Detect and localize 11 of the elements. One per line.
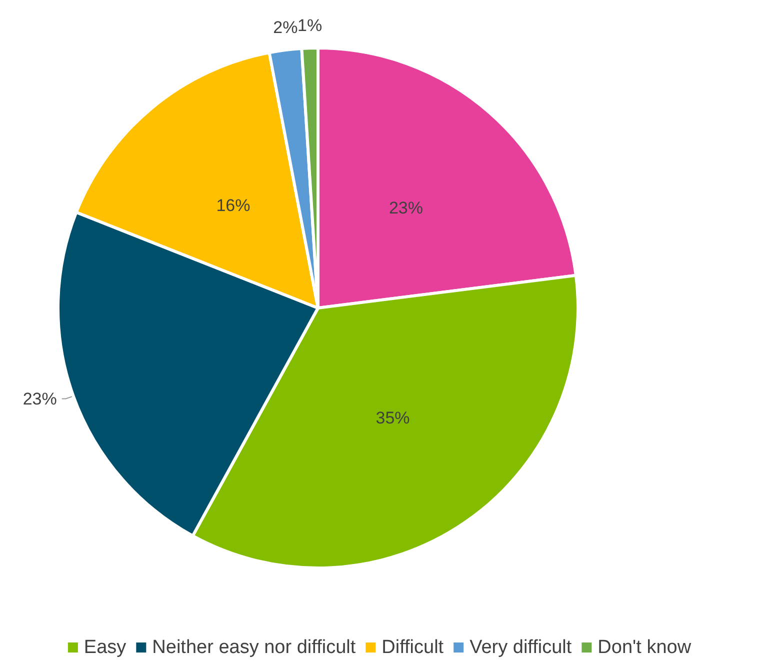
data-label: 2%: [273, 18, 298, 38]
legend-label: Very difficult: [470, 637, 572, 658]
legend-label: Difficult: [382, 637, 444, 658]
data-label: 1%: [298, 16, 322, 36]
data-label: 23%: [22, 389, 57, 408]
legend-label: Easy: [84, 637, 127, 658]
data-label: 16%: [216, 196, 250, 216]
data-label: 35%: [376, 408, 410, 428]
legend-label: Don't know: [598, 637, 692, 658]
data-label: 23%: [388, 198, 423, 218]
legend-label: Neither easy nor difficult: [152, 637, 356, 658]
